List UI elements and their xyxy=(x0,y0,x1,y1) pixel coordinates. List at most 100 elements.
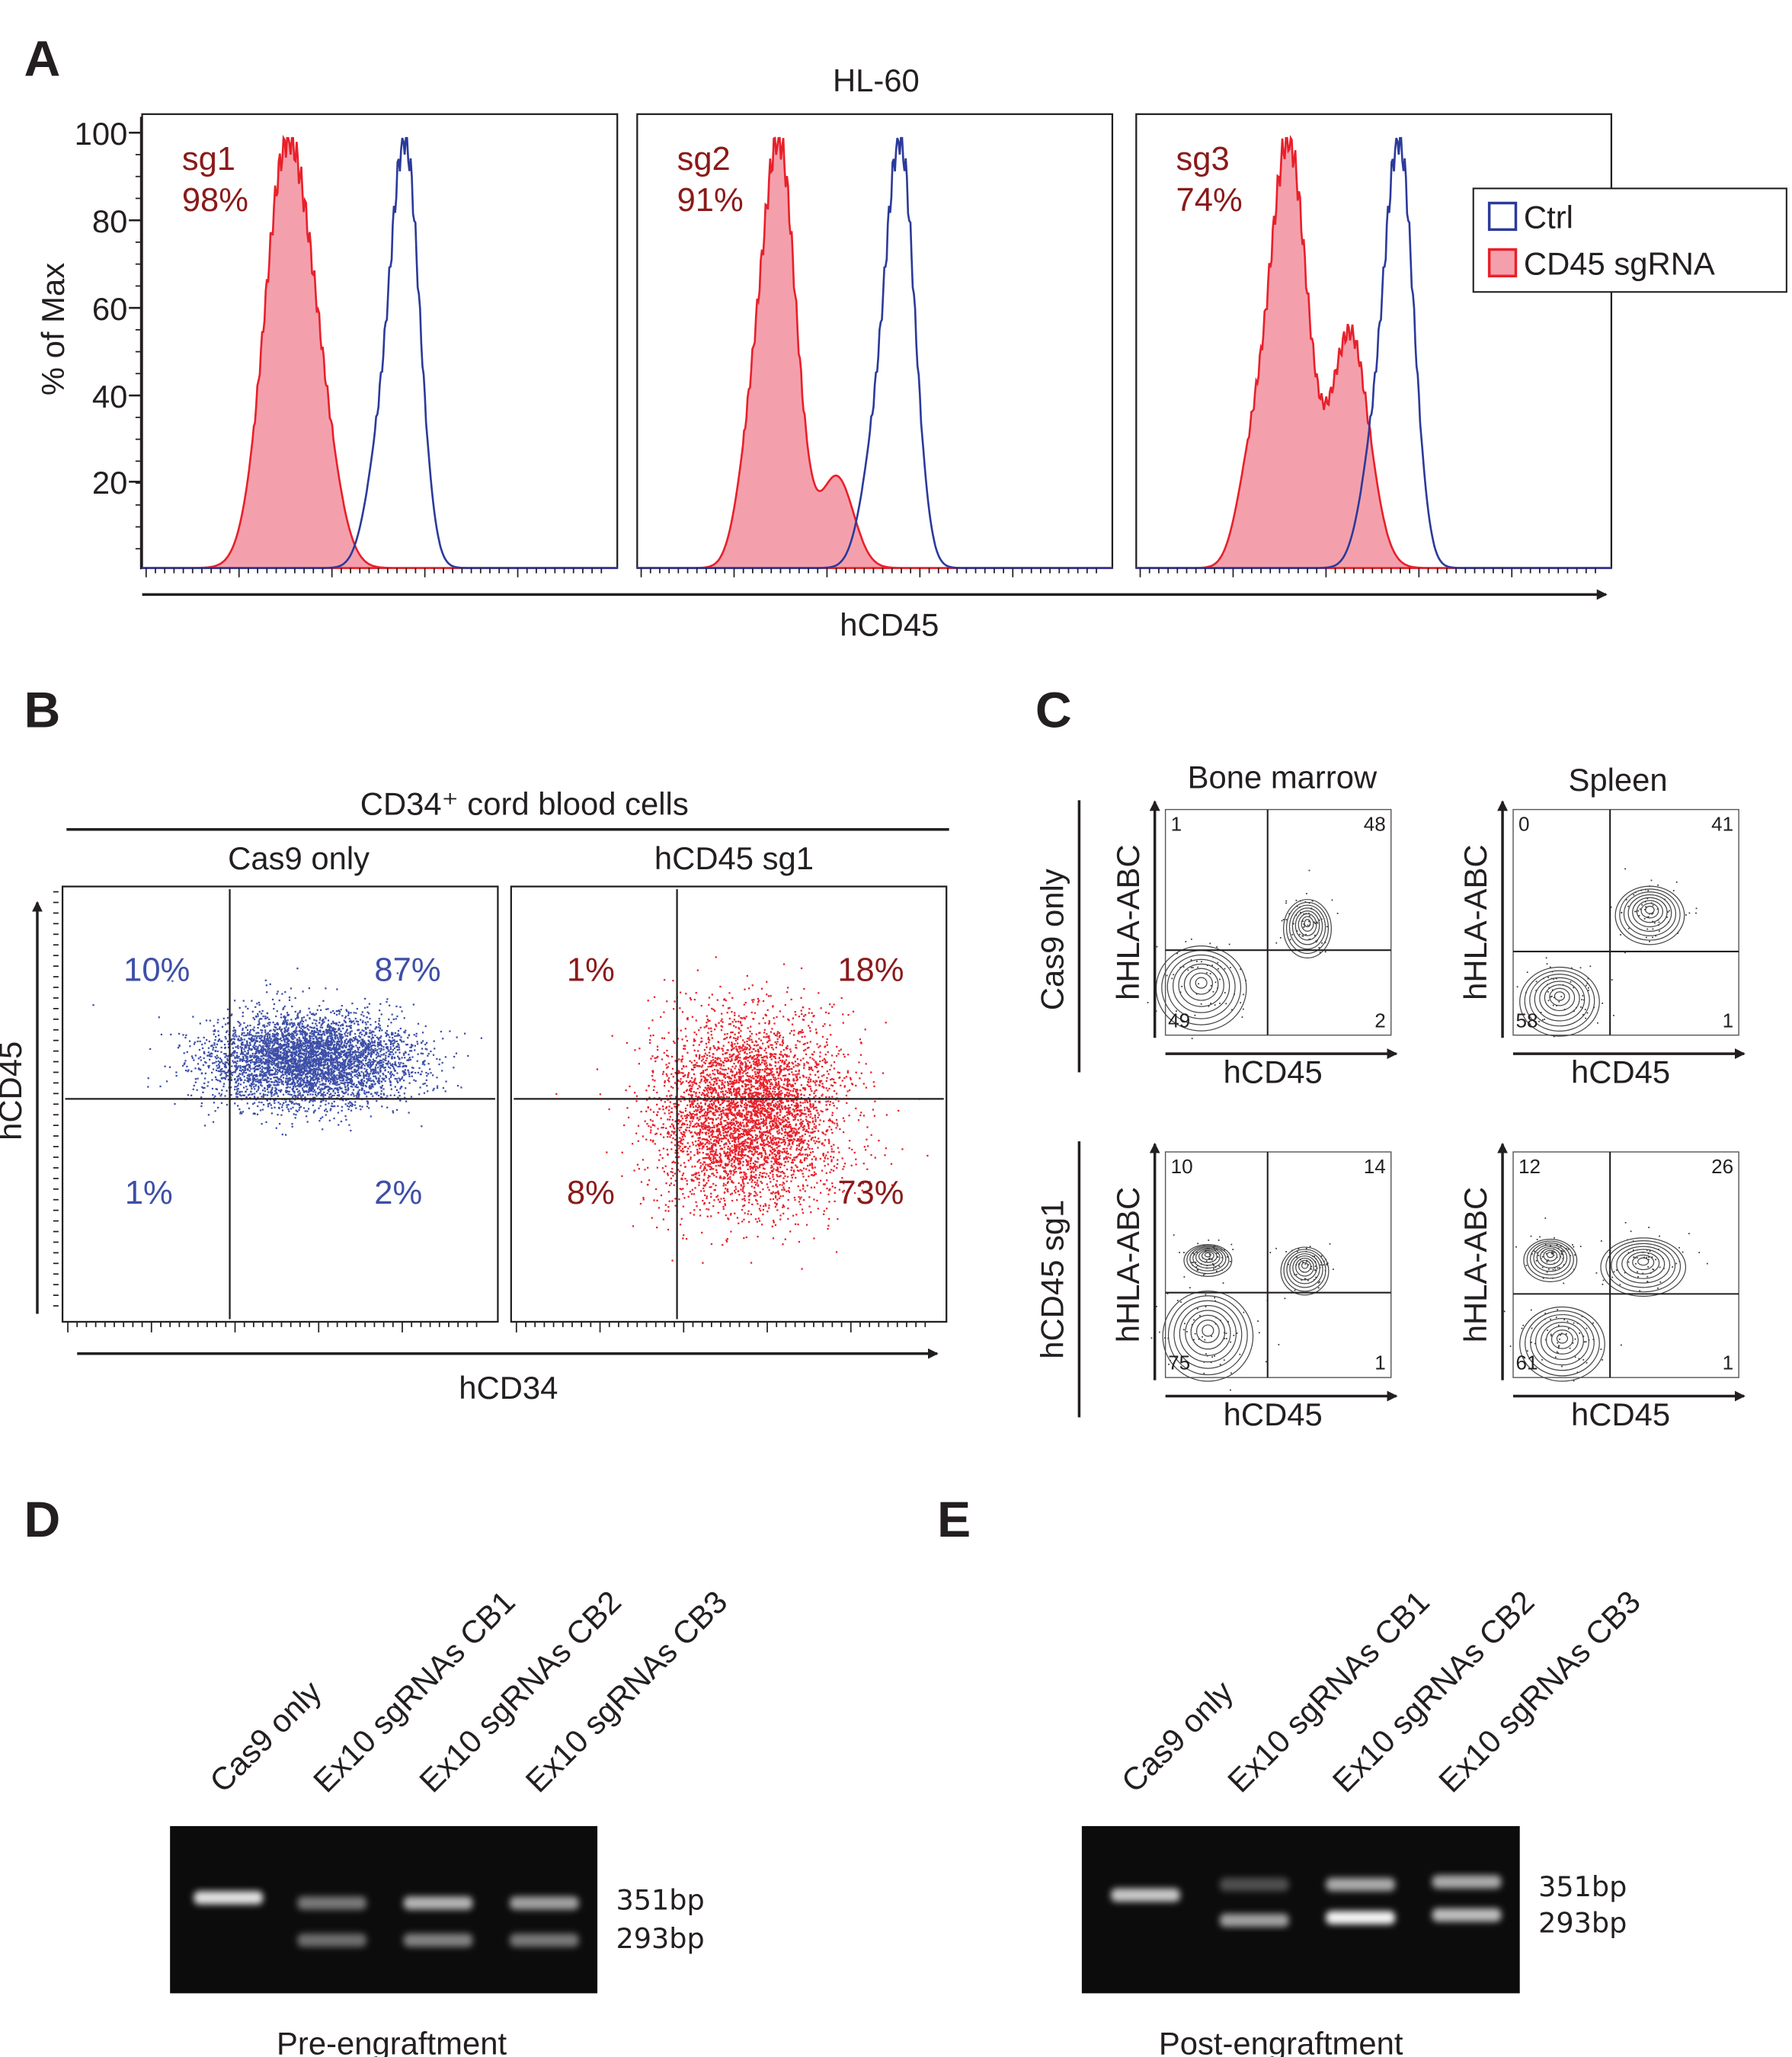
event-dot xyxy=(235,1093,238,1096)
event-dot xyxy=(348,1020,351,1022)
event-dot xyxy=(270,1069,273,1071)
event-dot xyxy=(276,1084,278,1086)
event-dot xyxy=(293,1063,296,1065)
event-dot xyxy=(408,1071,410,1073)
event-dot xyxy=(436,1057,438,1060)
event-dot xyxy=(251,1092,254,1096)
event-dot xyxy=(325,987,327,990)
event-dot xyxy=(277,1041,279,1043)
event-dot xyxy=(731,997,734,999)
event-dot xyxy=(258,1037,261,1039)
event-dot xyxy=(286,1022,288,1024)
event-dot xyxy=(445,1080,447,1083)
event-dot xyxy=(369,1032,371,1035)
event-dot xyxy=(387,1034,390,1036)
event-dot xyxy=(253,1044,255,1046)
event-dot xyxy=(767,1040,770,1042)
event-dot xyxy=(363,1075,365,1077)
event-dot xyxy=(248,1066,251,1068)
event-dot xyxy=(384,1080,386,1083)
event-dot xyxy=(233,1038,236,1041)
event-dot xyxy=(323,1060,325,1062)
event-dot xyxy=(414,1044,416,1047)
event-dot xyxy=(272,1044,274,1047)
event-dot xyxy=(302,1041,304,1044)
event-dot xyxy=(776,1160,778,1163)
event-dot xyxy=(339,1087,341,1089)
event-dot xyxy=(288,1039,290,1041)
event-dot xyxy=(317,1054,320,1056)
event-dot xyxy=(254,1053,257,1055)
event-dot xyxy=(242,1027,244,1030)
event-dot xyxy=(350,1074,352,1077)
event-dot xyxy=(282,1066,284,1068)
event-dot xyxy=(330,1071,332,1074)
event-dot xyxy=(267,1032,269,1034)
event-dot xyxy=(346,1035,349,1037)
event-dot xyxy=(194,1067,197,1070)
event-dot xyxy=(296,1085,299,1087)
event-dot xyxy=(315,1068,318,1070)
event-dot xyxy=(322,1020,324,1022)
event-dot xyxy=(374,1083,376,1085)
event-dot xyxy=(274,1038,277,1040)
event-dot xyxy=(305,1084,307,1087)
event-dot xyxy=(402,1052,405,1054)
event-dot xyxy=(224,1035,226,1038)
event-dot xyxy=(296,1074,299,1076)
event-dot xyxy=(287,1062,290,1064)
event-dot xyxy=(387,1060,389,1063)
event-dot xyxy=(217,1106,219,1109)
event-dot xyxy=(342,1095,344,1098)
event-dot xyxy=(399,1038,402,1041)
event-dot xyxy=(234,1051,236,1054)
event-dot xyxy=(291,1065,293,1067)
event-dot xyxy=(232,1030,235,1032)
event-dot xyxy=(311,1060,313,1062)
event-dot xyxy=(694,1176,697,1179)
event-dot xyxy=(368,1107,370,1109)
event-dot xyxy=(260,1060,262,1062)
event-dot xyxy=(385,1054,387,1057)
event-dot xyxy=(328,1119,331,1121)
event-dot xyxy=(245,1065,247,1067)
event-dot xyxy=(237,1057,239,1059)
event-dot xyxy=(328,1041,330,1043)
event-dot xyxy=(347,1102,350,1105)
event-dot xyxy=(338,1047,340,1050)
event-dot xyxy=(247,1077,249,1080)
event-dot xyxy=(367,1078,370,1080)
event-dot xyxy=(267,1067,269,1069)
event-dot xyxy=(309,1079,312,1081)
event-dot xyxy=(254,1056,257,1058)
event-dot xyxy=(257,1026,259,1029)
event-dot xyxy=(257,1051,260,1053)
event-dot xyxy=(283,1066,286,1068)
event-dot xyxy=(235,1070,237,1072)
event-dot xyxy=(315,1078,317,1080)
event-dot xyxy=(233,1028,235,1032)
event-dot xyxy=(389,1080,392,1083)
event-dot xyxy=(274,1076,277,1079)
event-dot xyxy=(293,1024,296,1026)
event-dot xyxy=(240,1095,242,1097)
event-dot xyxy=(349,1034,351,1036)
event-dot xyxy=(209,1019,211,1022)
event-dot xyxy=(835,1092,838,1095)
event-dot xyxy=(246,1029,249,1032)
event-dot xyxy=(258,1082,261,1084)
event-dot xyxy=(290,1047,293,1049)
event-dot xyxy=(367,1061,370,1064)
event-dot xyxy=(379,1060,382,1062)
event-dot xyxy=(367,1091,370,1094)
event-dot xyxy=(296,1026,298,1028)
event-dot xyxy=(341,1073,343,1076)
event-dot xyxy=(266,1038,269,1040)
event-dot xyxy=(392,1112,395,1114)
event-dot xyxy=(306,1076,309,1079)
event-dot xyxy=(411,1044,413,1047)
event-dot xyxy=(194,1081,197,1083)
event-dot xyxy=(290,1036,293,1038)
event-dot xyxy=(340,1062,342,1065)
